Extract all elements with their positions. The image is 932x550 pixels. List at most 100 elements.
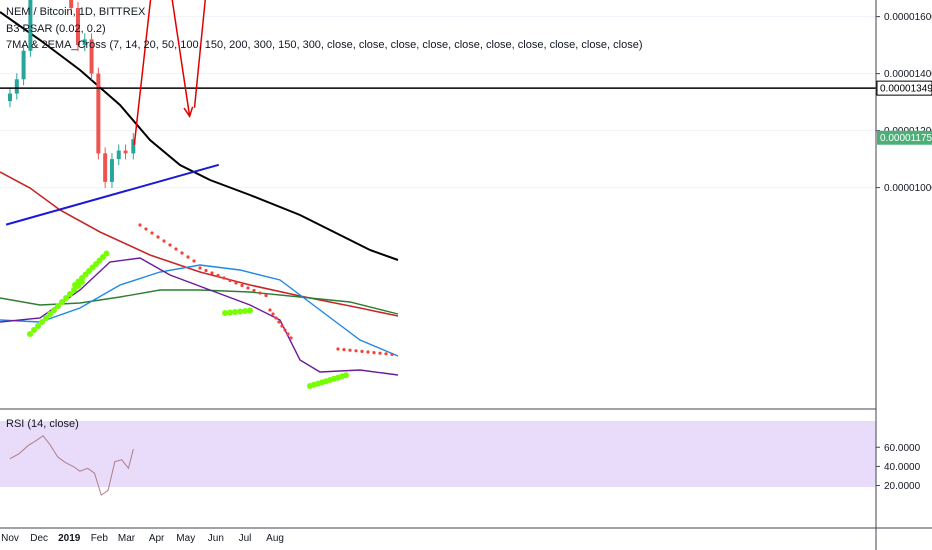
psar-dot: [222, 276, 226, 280]
price-tick-label: 0.00001600: [884, 12, 932, 23]
time-tick-label: May: [176, 533, 195, 544]
psar-dot: [150, 231, 154, 235]
psar-dot: [192, 259, 196, 263]
psar-dot: [237, 308, 243, 315]
psar-dot: [35, 323, 41, 329]
psar-dot: [55, 303, 61, 309]
price-axis[interactable]: 0.000010000.000012000.000014000.00001600…: [876, 0, 932, 194]
psar-dot: [289, 336, 293, 340]
psar-dot: [103, 250, 110, 257]
psar-dot: [43, 315, 49, 321]
psar-dot: [384, 352, 388, 356]
rsi-axis[interactable]: 20.0000 40.0000 60.0000: [876, 443, 921, 492]
time-tick-label: Nov: [1, 533, 19, 544]
ma-50-line: [0, 264, 399, 357]
price-tick-label: 0.00001000: [884, 183, 932, 194]
rsi-tick-label: 40.0000: [884, 462, 921, 473]
candle-body: [8, 93, 12, 102]
psar-dot: [252, 288, 256, 293]
candle-body: [82, 39, 87, 46]
candle-body: [69, 0, 74, 9]
candle-body: [131, 139, 136, 154]
psar-dot: [222, 310, 228, 316]
time-tick-label: Dec: [30, 533, 48, 544]
psar-dot: [138, 223, 142, 227]
candle-body: [89, 39, 94, 74]
time-tick-label: 2019: [58, 533, 81, 544]
psar-dot: [71, 287, 77, 293]
psar-dot: [242, 308, 248, 314]
psar-dot: [271, 312, 275, 316]
projection-arrow-head: [183, 106, 194, 119]
time-tick-label: Jul: [239, 533, 252, 544]
rsi-line: [9, 435, 134, 496]
time-tick-label: Mar: [118, 533, 136, 544]
psar-dot: [162, 239, 166, 243]
psar-dot: [186, 255, 190, 259]
psar-dot: [180, 251, 184, 255]
psar-dot: [246, 286, 250, 290]
ma-20-line: [0, 257, 399, 376]
last-price-tag-bg: [877, 130, 932, 145]
projection-arrow-segment[interactable]: [193, 0, 256, 108]
projection-arrow-segment[interactable]: [165, 0, 191, 117]
psar-dot: [27, 331, 33, 337]
psar-dot: [268, 308, 272, 312]
ma-legend[interactable]: 7MA & 2EMA_Cross (7, 14, 20, 50, 100, 15…: [6, 39, 643, 51]
psar-dots: [27, 223, 394, 389]
psar-dot: [336, 347, 340, 351]
psar-dot: [234, 281, 238, 285]
last-price-tag: 0.00001175: [880, 133, 932, 144]
support-trendline-segment[interactable]: [5, 163, 220, 226]
psar-dot: [348, 348, 352, 352]
level-price-tag: 0.00001349: [880, 84, 932, 95]
psar-dot: [144, 227, 148, 231]
candle-body: [14, 79, 19, 94]
projection-arrow-segment[interactable]: [133, 0, 157, 145]
psar-dot: [286, 332, 290, 336]
rsi-tick-label: 60.0000: [884, 443, 921, 454]
psar-dot: [283, 328, 287, 332]
psar-dot: [168, 243, 172, 247]
psar-dot: [343, 372, 349, 379]
rsi-series-line: [9, 435, 134, 496]
chart-title: NEM / Bitcoin, 1D, BITTREX: [6, 6, 146, 18]
level-price-tag-bg: [876, 80, 932, 96]
candle-body: [109, 159, 114, 182]
time-tick-label: Jun: [208, 533, 224, 544]
candles: [8, 0, 136, 188]
psar-dot: [274, 316, 278, 320]
candle-body: [123, 150, 128, 154]
grid: [0, 16, 876, 189]
psar-legend[interactable]: B3 PSAR (0.02, 0.2): [6, 23, 106, 35]
candle-body: [103, 153, 108, 182]
psar-dot: [378, 351, 382, 355]
projection-arrow[interactable]: [133, 0, 260, 145]
horizontal-levels[interactable]: [0, 0, 876, 89]
psar-dot: [228, 278, 232, 283]
psar-dot: [390, 352, 394, 356]
psar-dot: [354, 349, 358, 353]
psar-dot: [258, 291, 262, 295]
support-trendline[interactable]: [5, 163, 220, 226]
psar-dot: [227, 309, 233, 316]
psar-dot: [198, 266, 202, 270]
psar-dot: [372, 351, 376, 355]
psar-dot: [204, 268, 208, 273]
psar-dot: [216, 273, 220, 278]
candle-body: [28, 0, 33, 51]
rsi-legend[interactable]: RSI (14, close): [6, 418, 79, 430]
time-axis[interactable]: Nov Dec 2019 Feb Mar Apr May Jun Jul Aug: [1, 533, 284, 544]
rsi-tick-label: 20.0000: [884, 481, 921, 492]
psar-dot: [174, 247, 178, 251]
psar-dot: [31, 327, 37, 333]
psar-dot: [51, 307, 57, 313]
psar-dot: [366, 350, 370, 354]
psar-dot: [67, 291, 73, 297]
rsi-overbought-oversold-band: [0, 421, 876, 487]
time-tick-label: Feb: [91, 533, 109, 544]
psar-dot: [360, 349, 364, 353]
psar-dot: [342, 348, 346, 352]
